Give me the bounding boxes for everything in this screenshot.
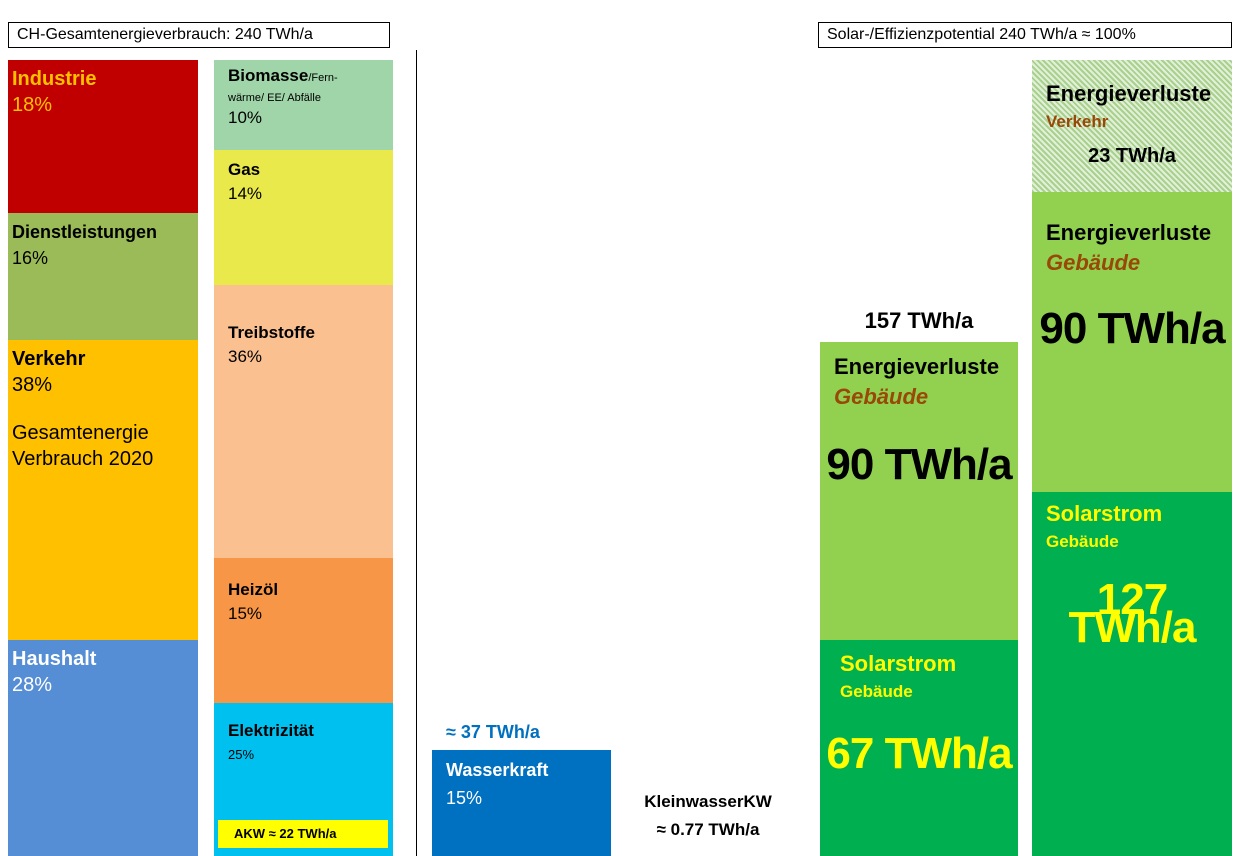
label: Energieverluste [1046, 81, 1212, 106]
traffic-loss-block: Energieverluste Verkehr 23 TWh/a [1032, 60, 1232, 192]
carrier-treibstoffe: Treibstoffe 36% [214, 285, 393, 558]
loss-block: Energieverluste Gebäude 90 TWh/a [820, 342, 1018, 640]
value: 127 TWh/a [1068, 575, 1197, 652]
sector-haushalt: Haushalt 28% [8, 640, 198, 856]
carrier-biomasse: Biomasse/Fern- wärme/ EE/ Abfälle 10% [214, 60, 393, 150]
label: Biomasse [228, 66, 309, 85]
small-hydro: KleinwasserKW ≈ 0.77 TWh/a [618, 788, 798, 844]
label: Energieverluste [1046, 220, 1212, 245]
value: 90 TWh/a [1039, 304, 1225, 353]
left-title: CH-Gesamtenergieverbrauch: 240 TWh/a [8, 22, 390, 48]
label: Treibstoffe [228, 323, 315, 342]
potential-total: 157 TWh/a [864, 308, 974, 333]
label: Haushalt [12, 648, 97, 670]
label: Gas [228, 160, 261, 179]
label: Solarstrom [1046, 501, 1163, 526]
hydro-total: ≈ 37 TWh/a [446, 722, 540, 742]
value: 90 TWh/a [826, 440, 1012, 489]
label: Energieverluste [834, 354, 1000, 379]
label: Wasserkraft [446, 760, 549, 780]
right-title: Solar-/Effizienzpotential 240 TWh/a ≈ 10… [818, 22, 1232, 48]
solar-block: Solarstrom Gebäude 67 TWh/a [820, 640, 1018, 856]
sub: Gebäude [840, 682, 913, 701]
detail: /Fern- [308, 72, 338, 84]
divider [416, 50, 417, 856]
sector-verkehr: Verkehr 38% Gesamtenergie Verbrauch 2020 [8, 340, 198, 640]
sub: Gebäude [1046, 532, 1119, 551]
sub: Gebäude [834, 384, 929, 409]
label: Heizöl [228, 580, 279, 599]
label: Dienstleistungen [12, 222, 158, 242]
carrier-heizoel: Heizöl 15% [214, 558, 393, 703]
solar-block: Solarstrom Gebäude 127 TWh/a [1032, 492, 1232, 856]
akw-note: AKW ≈ 22 TWh/a [218, 820, 388, 848]
share: 18% [12, 94, 53, 116]
label: Verkehr [12, 348, 86, 370]
share: 38% [12, 374, 53, 396]
share: 15% [446, 788, 483, 808]
sector-dienstleistungen: Dienstleistungen 16% [8, 213, 198, 340]
label: KleinwasserKW [644, 792, 772, 811]
share: 16% [12, 248, 49, 268]
share: 14% [228, 184, 263, 203]
share: 36% [228, 347, 263, 366]
hydro-block: Wasserkraft 15% [432, 750, 611, 856]
value: 67 TWh/a [826, 729, 1012, 778]
value: ≈ 0.77 TWh/a [656, 820, 760, 839]
label: Elektrizität [228, 721, 314, 740]
share: 10% [228, 108, 263, 127]
sub: Verkehr [1046, 112, 1109, 131]
label: Solarstrom [840, 651, 957, 676]
share: 28% [12, 674, 53, 696]
share: 25% [228, 747, 255, 762]
sector-industrie: Industrie 18% [8, 60, 198, 213]
detail: wärme/ EE/ Abfälle [228, 92, 321, 104]
carrier-gas: Gas 14% [214, 150, 393, 285]
note: Verbrauch 2020 [12, 448, 154, 470]
loss-block: Energieverluste Gebäude 90 TWh/a [1032, 192, 1232, 492]
share: 15% [228, 604, 263, 623]
sub: Gebäude [1046, 250, 1141, 275]
note: Gesamtenergie [12, 422, 149, 444]
label: Industrie [12, 68, 97, 90]
value: 23 TWh/a [1088, 145, 1176, 167]
